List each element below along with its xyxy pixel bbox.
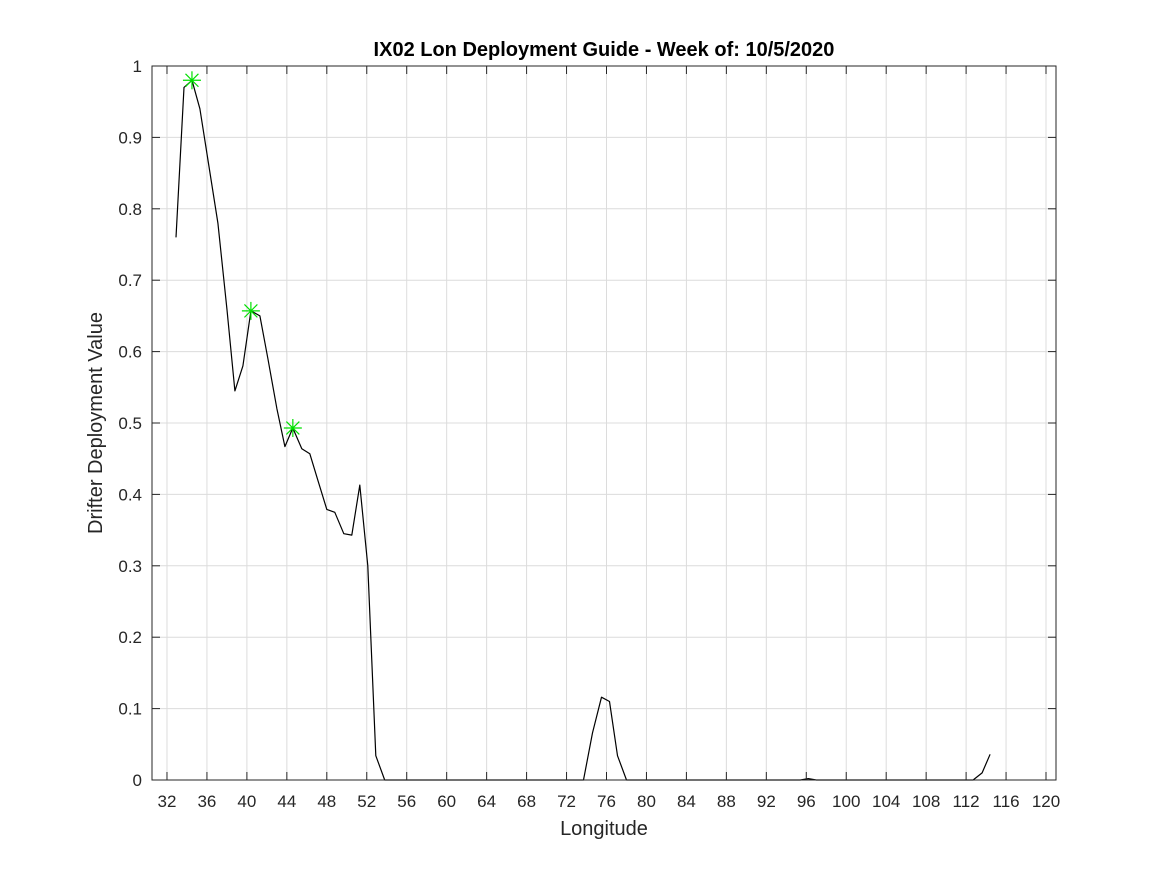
x-tick-label: 108 [912, 792, 940, 811]
x-tick-label: 52 [357, 792, 376, 811]
x-axis-label: Longitude [560, 818, 648, 840]
x-tick-label: 120 [1032, 792, 1060, 811]
x-tick-label: 76 [597, 792, 616, 811]
x-tick-label: 36 [197, 792, 216, 811]
x-tick-label: 44 [277, 792, 296, 811]
y-tick-label: 0.6 [118, 343, 142, 362]
x-tick-label: 68 [517, 792, 536, 811]
peak-marker [241, 301, 260, 320]
chart-title: IX02 Lon Deployment Guide - Week of: 10/… [374, 39, 835, 61]
y-tick-labels: 0 0.1 0.2 0.3 0.4 0.5 0.6 0.7 0.8 0.9 1 [118, 57, 142, 790]
x-tick-label: 96 [797, 792, 816, 811]
y-tick-label: 0 [133, 771, 142, 790]
y-tick-label: 0.1 [118, 700, 142, 719]
x-tick-label: 84 [677, 792, 696, 811]
x-tick-label: 100 [832, 792, 860, 811]
x-tick-label: 92 [757, 792, 776, 811]
y-axis-label: Drifter Deployment Value [85, 312, 107, 534]
x-tick-label: 48 [317, 792, 336, 811]
x-tick-label: 104 [872, 792, 900, 811]
x-tick-label: 116 [993, 792, 1020, 811]
y-tick-label: 0.8 [118, 200, 142, 219]
x-tick-label: 40 [237, 792, 256, 811]
y-tick-label: 0.5 [118, 414, 142, 433]
x-tick-label: 80 [637, 792, 656, 811]
x-tick-label: 32 [158, 792, 177, 811]
y-tick-label: 0.2 [118, 628, 142, 647]
y-tick-label: 1 [133, 57, 142, 76]
y-tick-label: 0.7 [118, 271, 142, 290]
x-tick-label: 112 [953, 792, 980, 811]
peak-markers [182, 71, 302, 437]
x-tick-label: 64 [477, 792, 496, 811]
y-tick-label: 0.4 [118, 485, 142, 504]
grid-lines [152, 65, 1056, 781]
x-tick-labels: 32 36 40 44 48 52 56 60 64 68 72 76 80 84 88 92 96 100 104… [158, 792, 1061, 811]
y-tick-label: 0.3 [118, 557, 142, 576]
x-tick-label: 60 [437, 792, 456, 811]
x-tick-label: 56 [397, 792, 416, 811]
y-tick-label: 0.9 [118, 128, 142, 147]
axis-ticks [152, 65, 1056, 781]
x-tick-label: 88 [717, 792, 736, 811]
x-tick-label: 72 [557, 792, 576, 811]
peak-marker [283, 418, 302, 437]
peak-marker [182, 71, 201, 90]
